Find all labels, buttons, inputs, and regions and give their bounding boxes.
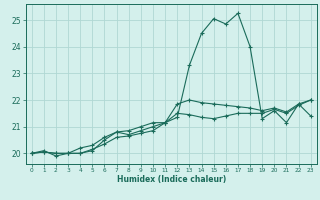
X-axis label: Humidex (Indice chaleur): Humidex (Indice chaleur)	[116, 175, 226, 184]
